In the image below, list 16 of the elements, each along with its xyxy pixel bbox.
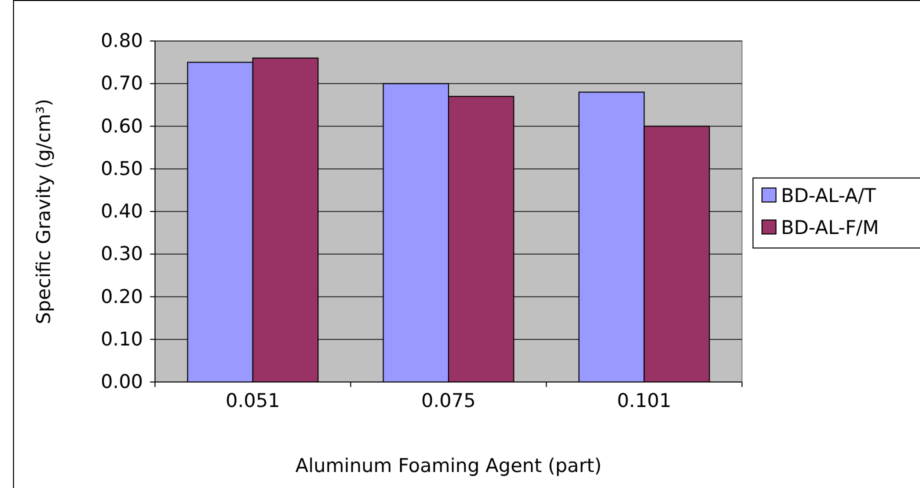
legend-label: BD-AL-A/T <box>781 185 876 207</box>
legend-label: BD-AL-F/M <box>781 217 879 239</box>
y-tick-label: 0.50 <box>100 158 143 180</box>
y-tick-label: 0.70 <box>100 72 143 95</box>
x-axis-title: Aluminum Foaming Agent (part) <box>295 455 602 477</box>
y-tick-label: 0.60 <box>100 115 143 138</box>
y-tick-label: 0.40 <box>100 200 143 223</box>
y-axis-title: Specific Gravity (g/cm³) <box>33 98 55 324</box>
x-tick-label: 0.101 <box>616 390 672 412</box>
y-tick-label: 0.30 <box>100 243 143 266</box>
x-tick-label: 0.075 <box>421 390 476 412</box>
y-tick-label: 0.10 <box>100 328 143 350</box>
x-tick-label: 0.051 <box>226 390 280 412</box>
y-tick-label: 0.80 <box>100 30 143 52</box>
y-tick-label: 0.20 <box>100 286 143 308</box>
y-tick-label: 0.00 <box>100 371 143 394</box>
